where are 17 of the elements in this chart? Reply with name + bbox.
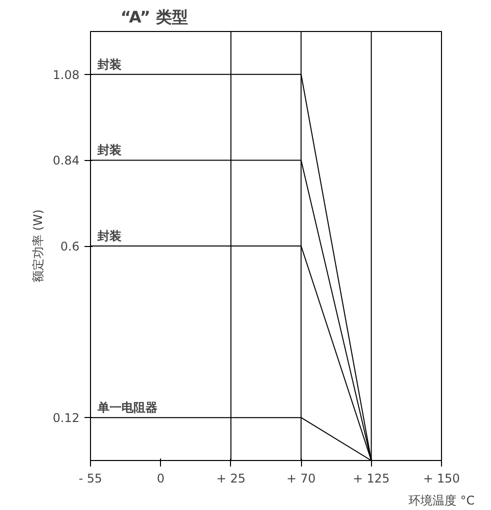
series-label: 封装 [96,143,123,158]
series-label: 封装 [96,57,123,72]
y-tick-label: 0.12 [52,411,80,426]
y-axis-title: 额定功率 (W) [30,209,45,283]
series-label: 单一电阻器 [96,400,158,415]
y-tick-label: 0.6 [60,240,80,254]
y-tick-label: 0.84 [52,154,80,168]
x-tick-label: + 125 [352,472,390,486]
y-tick-label: 1.08 [52,68,80,82]
x-tick-label: + 25 [216,472,246,486]
series-label: 封装 [96,229,123,243]
chart-title: “A” 类型 [120,8,188,26]
x-tick-label: - 55 [78,472,102,486]
x-tick-label: + 150 [423,472,460,486]
x-axis-title: 环境温度 °C [408,494,475,508]
x-tick-label: + 70 [286,472,316,486]
x-tick-label: 0 [156,472,165,486]
